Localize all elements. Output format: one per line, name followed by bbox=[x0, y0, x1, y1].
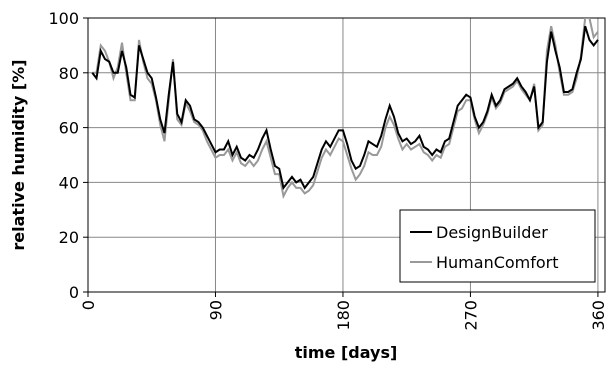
x-tick-label: 180 bbox=[334, 300, 353, 331]
x-tick-label: 360 bbox=[589, 300, 608, 331]
legend-label: DesignBuilder bbox=[436, 223, 548, 242]
legend-label: HumanComfort bbox=[436, 253, 559, 272]
x-tick-label: 0 bbox=[79, 300, 98, 310]
plot-frame bbox=[87, 17, 606, 293]
legend-box bbox=[399, 209, 596, 283]
y-axis-title: relative humidity [%] bbox=[9, 59, 28, 250]
y-tick-label: 0 bbox=[69, 283, 79, 302]
x-tick-label: 90 bbox=[206, 300, 225, 320]
x-axis-title: time [days] bbox=[295, 343, 398, 362]
y-tick-label: 100 bbox=[48, 9, 79, 28]
series-line bbox=[91, 25, 599, 191]
x-tick-label: 270 bbox=[461, 300, 480, 331]
y-tick-label: 80 bbox=[59, 64, 79, 83]
y-tick-label: 20 bbox=[59, 228, 79, 247]
y-tick-label: 60 bbox=[59, 119, 79, 138]
y-tick-label: 40 bbox=[59, 173, 79, 192]
